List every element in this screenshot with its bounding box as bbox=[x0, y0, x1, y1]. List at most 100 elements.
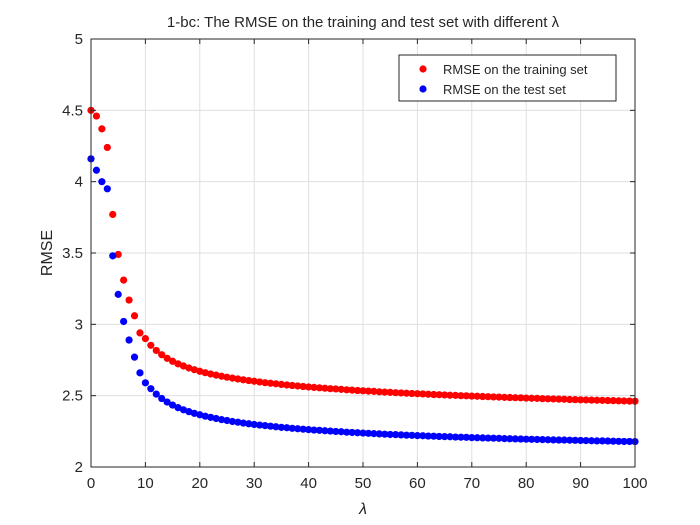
data-point bbox=[375, 388, 383, 396]
data-point bbox=[544, 436, 552, 444]
data-point bbox=[462, 433, 470, 441]
data-point bbox=[506, 435, 514, 443]
data-point bbox=[435, 432, 443, 441]
data-point bbox=[435, 391, 443, 399]
data-point bbox=[598, 396, 606, 404]
y-tick-label: 3.5 bbox=[62, 245, 83, 262]
data-point bbox=[245, 420, 253, 428]
legend-label-test: RMSE on the test set bbox=[443, 82, 566, 97]
data-point bbox=[489, 434, 498, 442]
data-point bbox=[506, 393, 514, 402]
data-point bbox=[566, 395, 574, 404]
data-point bbox=[522, 394, 530, 402]
data-point bbox=[185, 408, 193, 416]
data-point bbox=[288, 424, 296, 432]
data-point bbox=[158, 394, 166, 403]
data-point bbox=[299, 425, 307, 433]
data-point bbox=[239, 419, 247, 427]
x-tick-label: 100 bbox=[622, 475, 647, 492]
data-point bbox=[413, 432, 421, 440]
data-point bbox=[370, 387, 378, 395]
data-point bbox=[397, 389, 405, 397]
data-point bbox=[419, 390, 427, 398]
data-points bbox=[87, 106, 639, 446]
data-point bbox=[256, 421, 264, 429]
data-point bbox=[305, 426, 313, 434]
data-point bbox=[571, 396, 579, 404]
test-set-series bbox=[87, 155, 639, 446]
data-point bbox=[353, 429, 362, 437]
data-point bbox=[462, 392, 470, 400]
data-point bbox=[359, 429, 367, 437]
data-point bbox=[343, 386, 351, 394]
data-point bbox=[408, 389, 416, 398]
y-tick-label: 4.5 bbox=[62, 102, 83, 119]
data-point bbox=[321, 384, 329, 392]
data-point bbox=[511, 394, 519, 402]
data-point bbox=[511, 435, 519, 443]
data-point bbox=[190, 409, 198, 417]
data-point bbox=[386, 430, 394, 439]
data-point bbox=[261, 422, 269, 430]
data-point bbox=[120, 317, 128, 326]
data-point bbox=[479, 392, 487, 401]
data-point bbox=[604, 396, 612, 405]
data-point bbox=[446, 391, 454, 399]
x-tick-label: 60 bbox=[409, 475, 426, 492]
legend-marker-test bbox=[419, 85, 427, 93]
data-point bbox=[294, 425, 302, 433]
data-point bbox=[245, 376, 253, 385]
data-point bbox=[500, 435, 509, 443]
data-point bbox=[163, 354, 171, 362]
data-point bbox=[430, 432, 438, 440]
axis-ticks: 0 10 20 30 40 50 60 70 80 90 100 2 2.5 3 3.5 4 4.5 5 bbox=[62, 31, 647, 492]
data-point bbox=[484, 393, 492, 401]
data-point bbox=[326, 385, 334, 393]
data-point bbox=[364, 387, 373, 395]
data-point bbox=[587, 396, 596, 404]
data-point bbox=[212, 371, 220, 379]
data-point bbox=[272, 423, 280, 431]
y-tick-label: 5 bbox=[75, 31, 83, 48]
data-point bbox=[451, 391, 460, 399]
x-tick-label: 40 bbox=[300, 475, 317, 492]
data-point bbox=[620, 437, 628, 446]
data-point bbox=[163, 398, 171, 406]
data-point bbox=[364, 429, 373, 437]
data-point bbox=[424, 390, 432, 398]
data-point bbox=[348, 386, 356, 394]
data-point bbox=[239, 376, 247, 384]
x-tick-label: 80 bbox=[518, 475, 535, 492]
data-point bbox=[517, 394, 525, 402]
data-point bbox=[109, 252, 117, 260]
data-point bbox=[223, 373, 231, 381]
data-point bbox=[386, 388, 394, 396]
data-point bbox=[533, 394, 541, 402]
data-point bbox=[538, 436, 547, 444]
x-tick-label: 90 bbox=[572, 475, 589, 492]
data-point bbox=[310, 426, 318, 434]
data-point bbox=[174, 360, 182, 368]
y-tick-label: 4 bbox=[75, 174, 83, 191]
data-point bbox=[310, 383, 318, 391]
y-tick-label: 2.5 bbox=[62, 388, 83, 405]
data-point bbox=[473, 392, 481, 400]
data-point bbox=[549, 436, 558, 444]
data-point bbox=[424, 432, 432, 440]
data-point bbox=[625, 437, 634, 446]
data-point bbox=[283, 424, 291, 432]
data-point bbox=[92, 166, 101, 174]
data-point bbox=[348, 428, 356, 437]
data-point bbox=[359, 387, 367, 395]
data-point bbox=[343, 428, 351, 436]
legend: RMSE on the training set RMSE on the tes… bbox=[398, 54, 617, 102]
data-point bbox=[98, 178, 106, 186]
data-point bbox=[109, 210, 117, 219]
data-point bbox=[92, 112, 101, 120]
data-point bbox=[223, 416, 231, 425]
data-point bbox=[103, 143, 111, 152]
data-point bbox=[250, 377, 258, 385]
data-point bbox=[299, 382, 307, 391]
data-point bbox=[587, 437, 596, 445]
data-point bbox=[152, 390, 160, 398]
